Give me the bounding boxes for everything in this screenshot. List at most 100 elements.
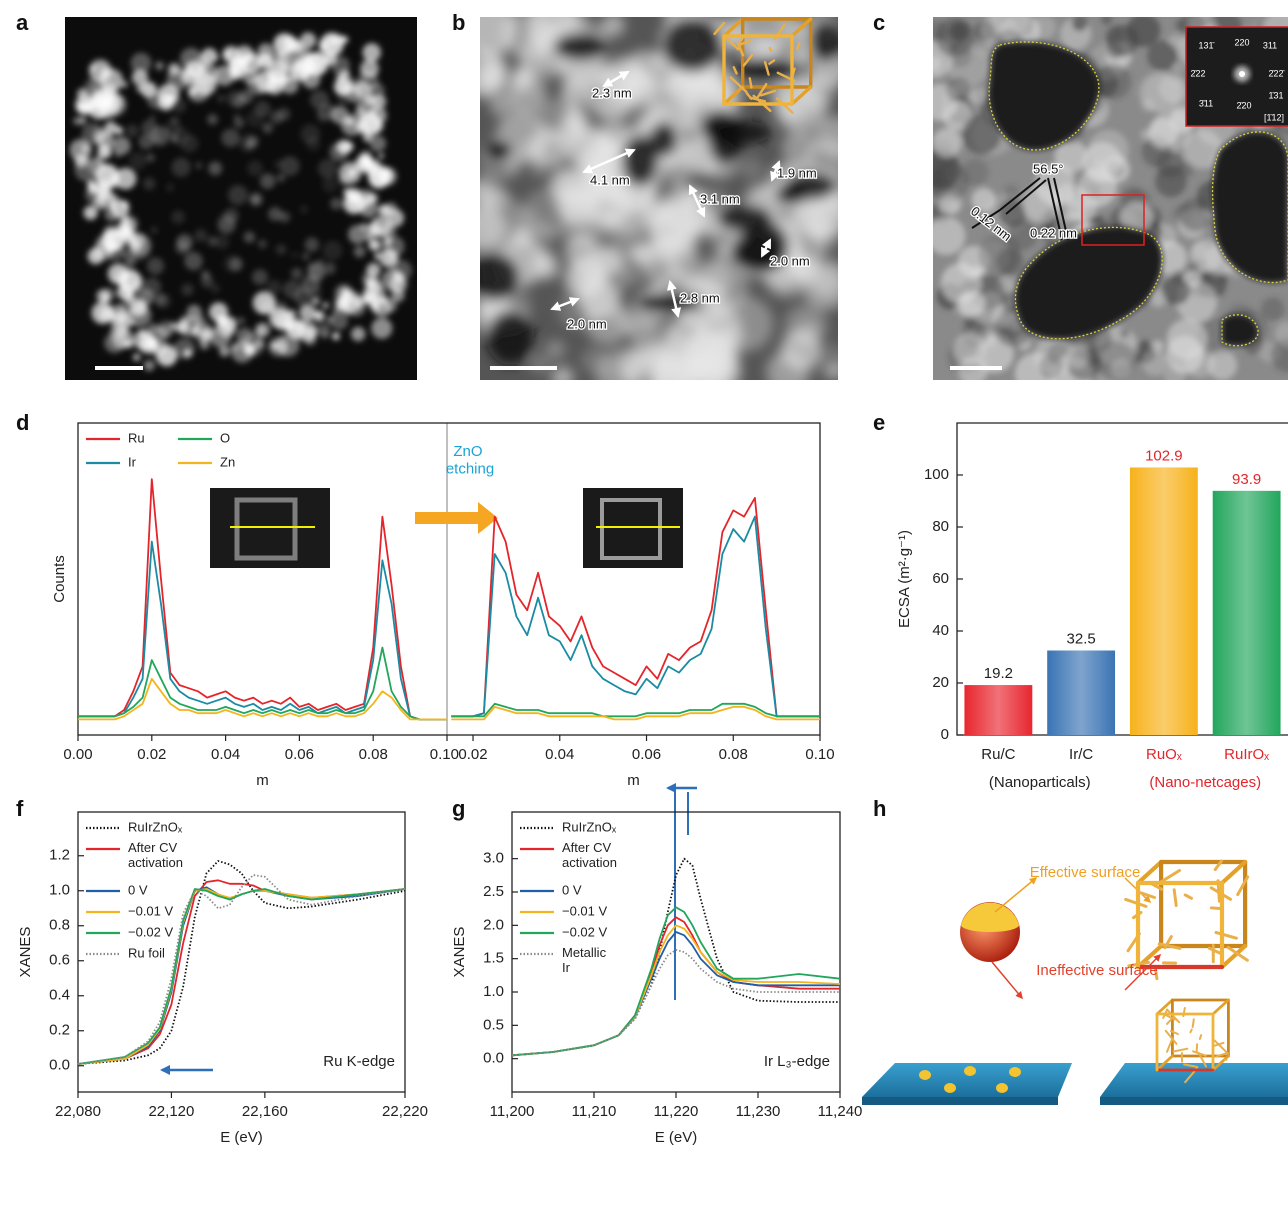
texture [351, 327, 365, 341]
size-label: 2.0 nm [770, 253, 810, 268]
texture [278, 49, 299, 70]
texture [258, 43, 274, 59]
y-tick-label: 0.8 [49, 917, 70, 934]
texture [369, 193, 379, 203]
size-label: 1.9 nm [777, 165, 817, 180]
fft-label: 2̄22̄ [1268, 68, 1285, 78]
cage-strut [1138, 862, 1161, 883]
y-tick-label: 1.0 [49, 882, 70, 899]
texture [321, 331, 329, 339]
x-tick-label: 11,230 [736, 1103, 781, 1120]
texture [181, 284, 193, 296]
figure: abcdefgh2.3 nm4.1 nm1.9 nm3.1 nm2.0 nm2.… [0, 0, 1288, 1202]
fft-label: 1̄31 [1268, 90, 1283, 100]
texture [530, 160, 547, 177]
texture [283, 280, 301, 298]
texture [262, 123, 273, 134]
texture [461, 1, 517, 57]
cage-strut [1174, 890, 1176, 906]
legend-label: −0.01 V [128, 903, 174, 918]
fft-label: 311 [1263, 40, 1277, 50]
texture [115, 127, 123, 135]
texture [485, 139, 514, 161]
x-tick-label: Ir/C [1069, 746, 1093, 763]
texture [1033, 15, 1057, 39]
texture [115, 168, 137, 190]
texture [341, 288, 350, 297]
texture [487, 310, 534, 365]
value-label: 102.9 [1145, 447, 1183, 464]
texture [503, 157, 523, 177]
x-tick-label: 22,160 [242, 1103, 288, 1120]
texture [460, 205, 506, 251]
texture [112, 137, 130, 155]
texture [207, 114, 218, 125]
texture [553, 32, 607, 61]
texture [129, 319, 136, 326]
texture [331, 56, 350, 75]
texture [564, 115, 591, 142]
fft-label: 131̄ [1198, 40, 1215, 50]
texture [378, 204, 390, 216]
x-axis-label: E (eV) [655, 1129, 698, 1146]
texture [125, 260, 135, 270]
texture [184, 252, 203, 271]
x-tick-label: 0.00 [63, 746, 92, 763]
texture [326, 107, 340, 121]
texture [255, 101, 271, 117]
texture [238, 317, 245, 324]
bar-shine [1047, 651, 1115, 736]
texture [362, 43, 381, 62]
texture [147, 257, 164, 274]
annotation: Ru K-edge [323, 1053, 395, 1070]
size-label: 3.1 nm [700, 191, 740, 206]
texture [151, 227, 158, 234]
texture [1162, 277, 1190, 305]
y-tick-label: 1.0 [483, 983, 504, 1000]
texture [324, 263, 336, 275]
texture [137, 246, 150, 259]
texture [291, 268, 303, 280]
x-tick-label: 22,120 [148, 1103, 194, 1120]
surface-label: Ineffective surface [1036, 962, 1157, 979]
y-tick-label: 0.2 [49, 1022, 70, 1039]
texture [199, 60, 210, 71]
panel-label: f [16, 796, 24, 821]
texture [130, 232, 146, 248]
micrograph-c [915, 0, 1288, 398]
size-label: 2.3 nm [592, 85, 632, 100]
texture [247, 160, 263, 176]
texture [230, 343, 239, 352]
texture [1143, 351, 1168, 376]
cage-strut [1211, 908, 1221, 909]
texture [370, 294, 380, 304]
texture [233, 113, 241, 121]
texture [701, 121, 772, 145]
x-axis-label: m [627, 772, 640, 789]
texture [1148, 117, 1178, 147]
texture [126, 125, 139, 138]
texture [229, 58, 241, 70]
texture [267, 69, 286, 88]
panel-label: e [873, 410, 885, 435]
texture [927, 217, 965, 255]
panel-label: b [452, 10, 465, 35]
texture [136, 85, 143, 92]
x-tick-label: 0.04 [545, 746, 574, 763]
x-tick-label: 11,200 [490, 1103, 535, 1120]
texture [941, 263, 981, 303]
legend-label: Metallic Ir [562, 945, 610, 975]
texture [740, 157, 763, 180]
texture [84, 77, 106, 99]
y-axis-label: XANES [17, 927, 34, 978]
y-tick-label: 0.0 [49, 1057, 70, 1074]
texture [155, 326, 169, 340]
texture [322, 302, 329, 309]
size-label: 2.8 nm [680, 290, 720, 305]
texture [244, 343, 256, 355]
panel-label: d [16, 410, 29, 435]
texture [84, 206, 98, 220]
micrograph-b [459, 1, 857, 400]
texture [534, 255, 559, 280]
legend-label: −0.02 V [128, 924, 174, 939]
